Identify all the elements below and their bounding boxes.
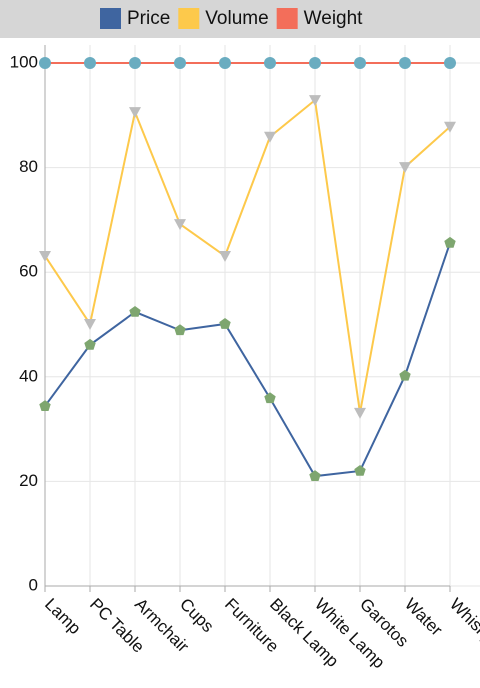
x-tick-label: Lamp [41, 595, 85, 639]
marker [399, 57, 411, 69]
marker [39, 57, 51, 69]
marker [309, 57, 321, 69]
marker [354, 57, 366, 69]
y-tick-label: 80 [19, 157, 38, 176]
marker [444, 57, 456, 69]
marker [444, 236, 456, 248]
marker [174, 57, 186, 69]
marker [309, 470, 321, 482]
marker [84, 318, 96, 330]
legend-label: Weight [304, 8, 364, 29]
marker [264, 392, 276, 404]
marker [264, 131, 276, 143]
marker [129, 305, 141, 317]
marker [354, 464, 366, 476]
series-line [44, 98, 451, 414]
y-tick-label: 100 [10, 52, 38, 71]
y-tick-label: 0 [29, 575, 38, 594]
marker [354, 407, 366, 419]
x-tick-label: Whisky [446, 595, 480, 648]
marker [39, 400, 51, 411]
marker [399, 369, 411, 381]
marker [444, 121, 456, 133]
marker [174, 324, 186, 336]
marker [309, 95, 321, 107]
marker [264, 57, 276, 69]
marker [84, 338, 96, 350]
y-tick-label: 20 [19, 471, 38, 490]
legend-swatch [276, 8, 298, 29]
marker [129, 57, 141, 69]
marker [399, 162, 411, 174]
x-tick-label: Cups [176, 595, 217, 636]
y-tick-label: 60 [19, 262, 38, 281]
legend-swatch [100, 8, 121, 29]
marker [39, 250, 51, 262]
marker [174, 219, 186, 231]
marker [84, 57, 96, 69]
marker [219, 250, 231, 262]
series-line [44, 242, 451, 478]
marker [129, 107, 141, 119]
y-tick-label: 40 [19, 366, 38, 385]
legend-bar [0, 0, 480, 38]
legend-swatch [178, 8, 200, 29]
legend-label: Price [127, 8, 170, 29]
marker [219, 317, 231, 329]
marker [219, 57, 231, 69]
legend-label: Volume [205, 8, 268, 29]
